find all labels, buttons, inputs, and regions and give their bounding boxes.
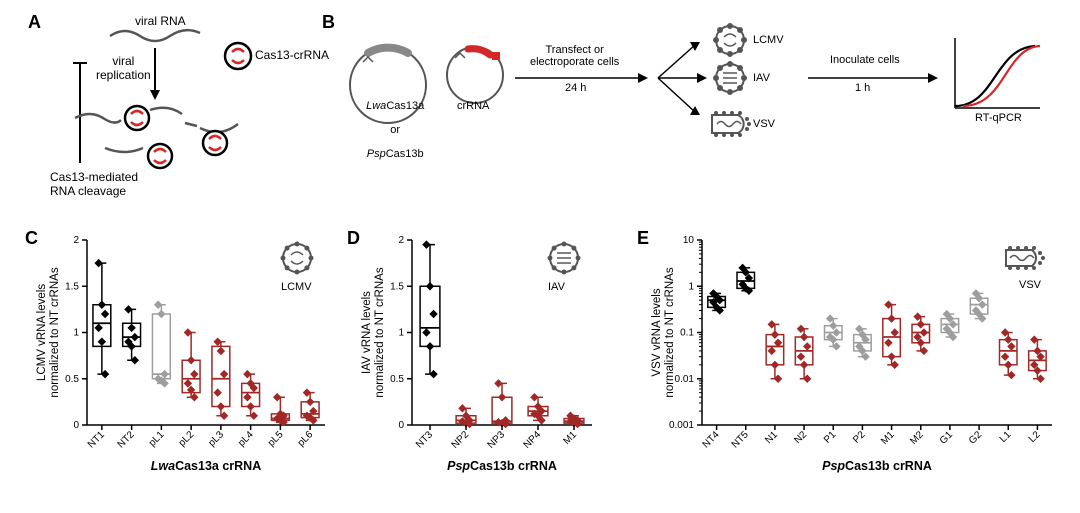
svg-text:NT4: NT4 [701, 429, 722, 450]
svg-text:N1: N1 [763, 429, 780, 446]
svg-text:0: 0 [398, 420, 404, 431]
svg-text:NT5: NT5 [730, 429, 751, 450]
svg-text:G2: G2 [967, 429, 985, 447]
panel-label-b: B [322, 12, 335, 33]
svg-text:pL5: pL5 [266, 429, 286, 449]
svg-text:VSV vRNA levels: VSV vRNA levels [651, 288, 663, 376]
svg-text:VSV: VSV [1019, 279, 1042, 291]
label-lcmv: LCMV [753, 34, 784, 46]
svg-text:pL2: pL2 [177, 429, 197, 449]
svg-text:NT1: NT1 [86, 429, 107, 450]
svg-text:N2: N2 [792, 429, 809, 446]
panel-c-boxplot: 0 0.5 1 1.5 2 LCMV vRNA levelsnormalized to N… [25, 230, 330, 500]
svg-text:0.5: 0.5 [390, 374, 404, 385]
svg-text:M1: M1 [562, 429, 580, 447]
svg-text:pL4: pL4 [236, 429, 256, 449]
panel-e-boxplot: 0.001 0.01 0.1 1 10 VSV vRNA levelsnormalized… [640, 230, 1060, 500]
svg-text:1: 1 [73, 328, 79, 339]
label-step1: Transfect orelectroporate cells [530, 44, 619, 68]
svg-text:pL6: pL6 [296, 429, 316, 449]
svg-text:0.001: 0.001 [669, 420, 694, 431]
svg-text:10: 10 [683, 235, 695, 246]
svg-text:M2: M2 [908, 429, 926, 447]
svg-text:normalized to NT crRNAs: normalized to NT crRNAs [374, 267, 386, 397]
svg-text:P2: P2 [851, 429, 868, 446]
svg-text:0.01: 0.01 [675, 374, 695, 385]
label-step1-time: 24 h [565, 82, 586, 94]
label-cas13-crrna: Cas13-crRNA [255, 48, 329, 62]
label-plasmid2: crRNA [457, 100, 489, 112]
svg-text:1.5: 1.5 [65, 281, 79, 292]
svg-text:LwaCas13a crRNA: LwaCas13a crRNA [151, 459, 261, 473]
svg-text:pL1: pL1 [147, 429, 167, 449]
svg-text:NT3: NT3 [414, 429, 435, 450]
panel-a-schematic [45, 18, 300, 188]
svg-text:L1: L1 [998, 429, 1014, 445]
svg-text:IAV: IAV [548, 281, 566, 293]
svg-text:normalized to NT crRNAs: normalized to NT crRNAs [49, 267, 61, 397]
svg-text:1: 1 [398, 328, 404, 339]
svg-text:G1: G1 [938, 429, 956, 447]
svg-text:0.1: 0.1 [680, 328, 694, 339]
svg-text:0: 0 [73, 420, 79, 431]
svg-text:pL3: pL3 [206, 429, 226, 449]
svg-text:0.5: 0.5 [65, 374, 79, 385]
svg-text:IAV vRNA levels: IAV vRNA levels [361, 291, 373, 374]
svg-text:PspCas13b crRNA: PspCas13b crRNA [447, 459, 557, 473]
label-iav: IAV [753, 72, 770, 84]
svg-text:NP2: NP2 [450, 429, 472, 451]
svg-text:normalized to NT crRNAs: normalized to NT crRNAs [664, 267, 676, 397]
label-viral-replication: viral replication [96, 54, 151, 82]
svg-text:M1: M1 [879, 429, 897, 447]
panel-label-a: A [28, 12, 41, 33]
svg-text:LCMV: LCMV [281, 281, 312, 293]
label-viral-rna: viral RNA [135, 14, 186, 28]
svg-text:NP3: NP3 [486, 429, 508, 451]
svg-text:1.5: 1.5 [390, 281, 404, 292]
label-plasmid1: LwaCas13a or PspCas13b [360, 88, 424, 160]
label-vsv: VSV [753, 118, 775, 130]
panel-d-boxplot: 0 0.5 1 1.5 2 IAV vRNA levelsnormalized to NT… [350, 230, 620, 500]
svg-text:NP4: NP4 [522, 429, 544, 451]
svg-text:2: 2 [73, 235, 79, 246]
panel-b-workflow [340, 20, 1060, 200]
label-step2-time: 1 h [855, 82, 870, 94]
svg-text:2: 2 [398, 235, 404, 246]
svg-text:PspCas13b crRNA: PspCas13b crRNA [822, 459, 932, 473]
label-cleavage: Cas13-mediated RNA cleavage [50, 170, 138, 198]
svg-text:L2: L2 [1027, 429, 1043, 445]
svg-text:P1: P1 [822, 429, 839, 446]
svg-text:1: 1 [688, 281, 694, 292]
label-rtqpcr: RT-qPCR [975, 112, 1022, 124]
label-step2: Inoculate cells [830, 54, 900, 66]
svg-text:NT2: NT2 [116, 429, 137, 450]
svg-text:LCMV vRNA levels: LCMV vRNA levels [36, 284, 48, 381]
